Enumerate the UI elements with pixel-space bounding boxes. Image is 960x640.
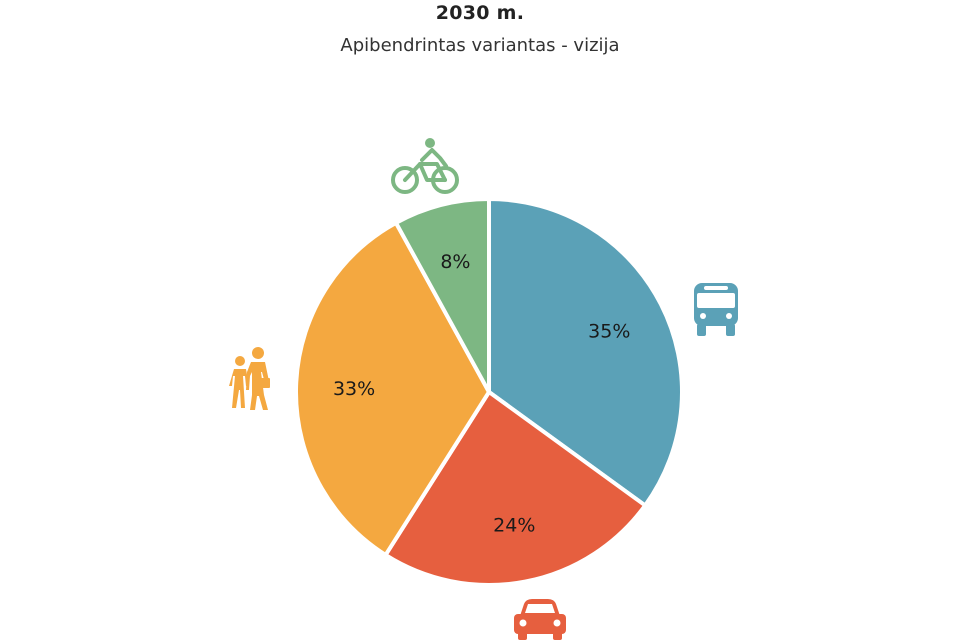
pie-slice-3 <box>394 197 491 394</box>
slice-label-3: 8% <box>440 251 470 273</box>
bicycle-icon <box>391 138 459 194</box>
pie-slice-1 <box>383 390 648 587</box>
pedestrians-icon <box>229 347 270 410</box>
car-icon <box>514 599 566 640</box>
slice-label-0: 35% <box>588 321 630 343</box>
bus-icon <box>694 283 738 336</box>
slice-label-1: 24% <box>493 515 535 537</box>
chart-title: 2030 m. <box>435 2 525 24</box>
chart-subtitle: Apibendrintas variantas - vizija <box>340 35 620 56</box>
pie-slice-0 <box>487 197 684 508</box>
slice-label-2: 33% <box>333 378 375 400</box>
